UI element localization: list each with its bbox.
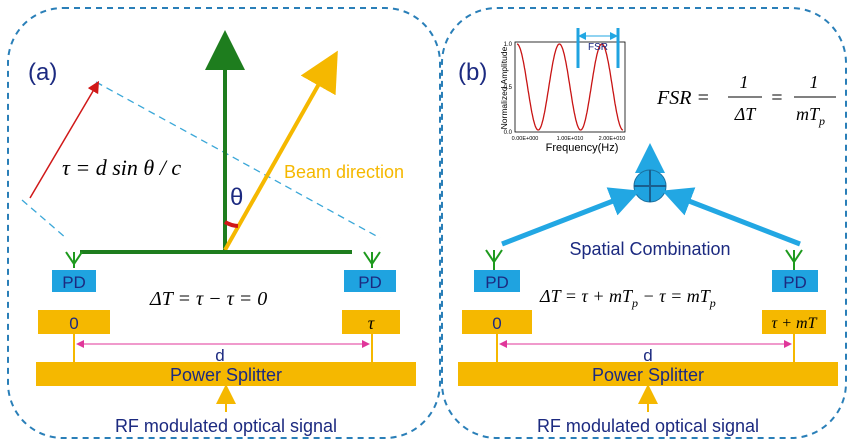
antenna-right-icon [363,251,381,268]
plot-ylabel: Normalized Amplitude [499,46,509,129]
plot-xtick-3: 2.00E+010 [599,136,626,142]
plot-curve [516,43,624,131]
combiner-icon [633,169,667,203]
fsr-plot: 1.0 0.5 0.0 0.00E+000 1.00E+010 2.00E+01… [499,28,626,154]
input-label-a: RF modulated optical signal [115,416,337,436]
pd-left-label: PD [62,273,86,292]
plot-xtick-2: 1.00E+010 [557,136,584,142]
fsr-eq: = [770,87,784,109]
plot-ytick-3: 0.0 [504,130,513,136]
combine-arrow-right [662,187,801,247]
delta-formula-a: ΔT = τ − τ = 0 [149,288,267,310]
spacing-b-label: d [643,346,652,365]
panel-a: (a) τ = d sin θ / c Beam direction θ PD [7,7,441,439]
pd-box-left [52,270,96,292]
theta-arc [223,220,239,228]
wavefront-line [95,81,381,239]
fsr-num-1: 1 [740,72,749,92]
plot-ytick-2: 0.5 [504,85,513,91]
antenna-left-icon [65,251,83,268]
antenna-b-right-icon [785,249,803,270]
pd-box-right [344,270,396,292]
delay-box-b-right [762,310,826,334]
delay-b-left-label: 0 [492,314,501,333]
beam-arrow [223,50,338,251]
panel-b-label: (b) [458,59,487,86]
fsr-formula: FSR = 1 ΔT = 1 mTp [656,72,836,128]
tau-formula: τ = d sin θ / c [62,155,181,180]
theta-label: θ [230,184,243,211]
wavefront-line-short [21,199,67,239]
pd-right-label: PD [358,273,382,292]
spacing-label: d [215,346,224,365]
pd-b-left-label: PD [485,273,509,292]
delay-b-right-label: τ + mT [772,315,818,332]
combine-arrow-left [501,187,640,247]
spatial-combination-label: Spatial Combination [569,239,730,259]
fsr-formula-lhs: FSR = [656,87,710,109]
panel-a-label: (a) [28,59,57,86]
pd-box-b-right [772,270,818,292]
delay-box-right [342,310,400,334]
beam-direction-label: Beam direction [284,162,404,182]
pd-box-b-left [474,270,520,292]
plot-xtick-1: 0.00E+000 [512,136,539,142]
plot-xlabel: Frequency(Hz) [546,142,619,154]
pd-b-right-label: PD [783,273,807,292]
fsr-num-2: 1 [810,72,819,92]
tau-arrow [29,80,100,199]
fsr-den-1: ΔT [734,104,758,124]
power-splitter-a-label: Power Splitter [170,365,282,385]
input-label-b: RF modulated optical signal [537,416,759,436]
power-splitter-a [36,362,416,386]
delay-right-label: τ [368,313,375,333]
delta-formula-b: ΔT = τ + mTp − τ = mTp [539,286,716,310]
panel-b: (b) 1.0 0.5 0.0 0.00E+000 1.00E+010 2.00… [441,7,847,439]
power-splitter-b-label: Power Splitter [592,365,704,385]
antenna-b-left-icon [485,249,503,270]
delay-box-left [38,310,110,334]
delay-box-b-left [462,310,532,334]
fsr-plot-label: FSR [588,42,608,53]
fsr-den-2: mTp [796,104,825,128]
delay-left-label: 0 [69,314,78,333]
panel-b-border [441,7,847,439]
plot-ytick-1: 1.0 [504,42,513,48]
power-splitter-b [458,362,838,386]
